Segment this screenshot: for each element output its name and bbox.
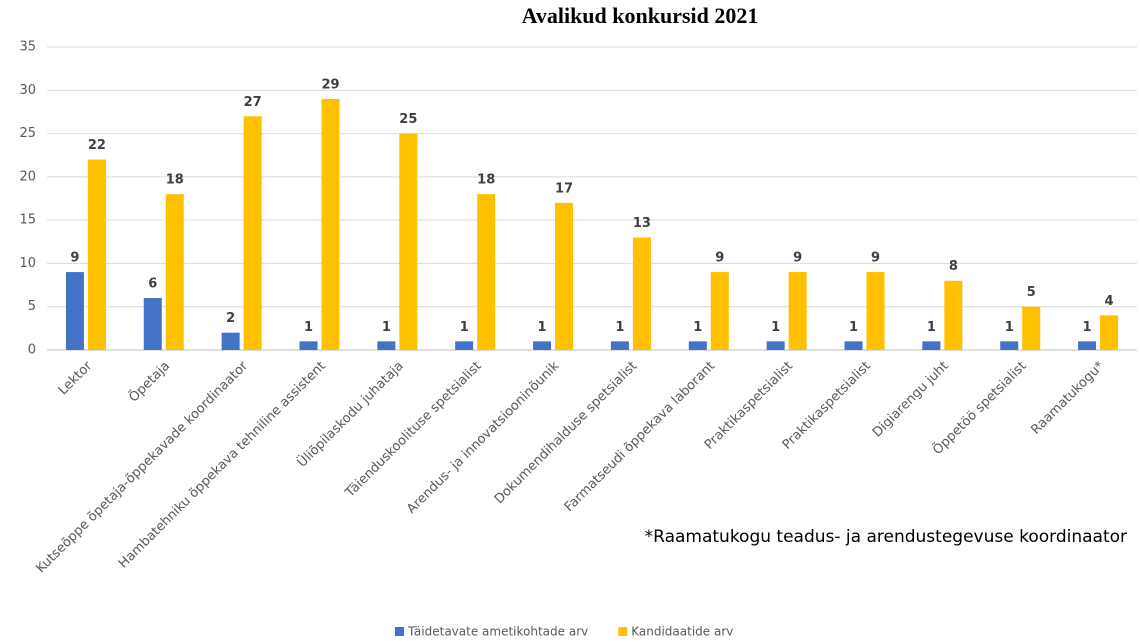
bar	[377, 341, 396, 350]
data-label: 9	[793, 251, 802, 266]
bar	[788, 272, 807, 350]
x-tick-label: Dokumendihalduse spetsialist	[492, 359, 640, 507]
y-tick-label: 30	[19, 83, 36, 98]
bar	[710, 272, 729, 350]
y-tick-label: 25	[19, 126, 36, 141]
data-label: 1	[538, 320, 547, 335]
x-tick-label: Lektor	[56, 358, 96, 398]
data-label: 1	[615, 320, 624, 335]
data-label: 1	[1083, 320, 1092, 335]
bar	[143, 298, 162, 350]
bar	[65, 272, 84, 350]
data-label: 1	[849, 320, 858, 335]
bar	[299, 341, 318, 350]
x-tick-label: Arendus- ja innovatsiooninõunik	[404, 358, 563, 517]
data-label: 25	[399, 112, 417, 127]
data-label: 4	[1105, 294, 1114, 309]
x-tick-label: Praktikaspetsialist	[702, 359, 796, 453]
data-label: 13	[633, 216, 651, 231]
data-label: 1	[693, 320, 702, 335]
bar	[844, 341, 863, 350]
bar	[165, 194, 184, 350]
chart-title: Avalikud konkursid 2021	[522, 3, 759, 28]
data-label: 18	[166, 173, 184, 188]
data-label: 1	[1005, 320, 1014, 335]
x-tick-label: Digiarengu juht	[870, 359, 952, 441]
data-label: 9	[871, 251, 880, 266]
data-label: 29	[321, 77, 339, 92]
y-tick-label: 20	[19, 169, 36, 184]
y-tick-label: 10	[19, 256, 36, 271]
bar	[399, 133, 418, 350]
bar	[1022, 306, 1041, 350]
data-label: 9	[70, 251, 79, 266]
data-label: 1	[304, 320, 313, 335]
x-tick-label: Õpetaja	[126, 358, 173, 405]
x-tick-label: Praktikaspetsialist	[780, 359, 874, 453]
data-label: 6	[148, 277, 157, 292]
data-label: 18	[477, 173, 495, 188]
y-tick-label: 15	[19, 213, 36, 228]
x-tick-label: Farmatseudi õppekava laborant	[562, 359, 718, 515]
bar	[477, 194, 496, 350]
annotation: *Raamatukogu teadus- ja arendustegevuse …	[645, 527, 1127, 547]
y-tick-label: 0	[28, 343, 36, 358]
x-tick-label: Raamatukogu*	[1028, 358, 1107, 437]
legend-label: Kandidaatide arv	[631, 625, 733, 639]
y-tick-label: 5	[28, 299, 36, 314]
bar	[87, 159, 106, 350]
data-label: 1	[460, 320, 469, 335]
legend-swatch	[618, 627, 628, 636]
y-tick-label: 35	[19, 40, 36, 55]
bar	[688, 341, 707, 350]
bar	[1000, 341, 1019, 350]
data-label: 1	[927, 320, 936, 335]
data-label: 1	[771, 320, 780, 335]
bar	[632, 237, 651, 350]
bar	[455, 341, 474, 350]
legend-label: Täidetavate ametikohtade arv	[407, 625, 588, 639]
data-label: 2	[226, 311, 235, 326]
bar	[1078, 341, 1097, 350]
bar	[533, 341, 552, 350]
data-label: 22	[88, 138, 106, 153]
bar	[243, 116, 262, 350]
data-label: 17	[555, 181, 573, 196]
x-tick-label: Täienduskoolituse spetsialist	[342, 359, 484, 501]
data-label: 27	[244, 95, 262, 110]
bar	[766, 341, 785, 350]
bar	[321, 98, 340, 350]
data-label: 1	[382, 320, 391, 335]
bar	[221, 332, 240, 350]
bar	[866, 272, 885, 350]
bar	[944, 280, 963, 350]
bar	[1100, 315, 1119, 350]
bar	[555, 202, 574, 350]
data-label: 8	[949, 259, 958, 274]
data-label: 9	[715, 251, 724, 266]
legend-swatch	[395, 627, 404, 636]
bar	[610, 341, 629, 350]
bar	[922, 341, 941, 350]
data-label: 5	[1027, 285, 1036, 300]
